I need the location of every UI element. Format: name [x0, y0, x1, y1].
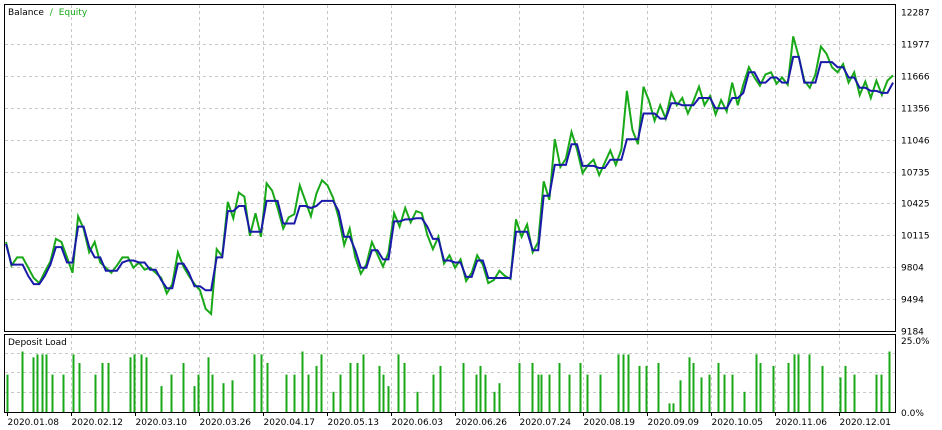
x-tick-label: 2020.03.26: [200, 418, 252, 428]
load-ymax-label: 25.0%: [901, 337, 930, 347]
equity-line: [5, 36, 894, 317]
x-tick-label: 2020.12.01: [840, 418, 892, 428]
x-tick-label: 2020.04.17: [264, 418, 316, 428]
x-tick-label: 2020.06.26: [456, 418, 508, 428]
x-tick-label: 2020.02.12: [72, 418, 124, 428]
y-tick-label: 10735: [901, 169, 930, 179]
main-grid: [5, 5, 895, 331]
main-plot-frame: [4, 4, 896, 332]
x-axis-labels: 2020.01.08 2020.02.12 2020.03.10 2020.03.26…: [7, 412, 892, 428]
legend-equity: Equity: [59, 8, 88, 18]
y-tick-label: 11356: [901, 105, 930, 115]
x-tick-label: 2020.07.24: [520, 418, 572, 428]
y-tick-label: 9184: [901, 328, 924, 338]
load-panel-title: Deposit Load: [8, 338, 67, 348]
y-tick-label: 12287: [901, 9, 930, 19]
y-tick-label: 9494: [901, 296, 924, 306]
deposit-load-bars: [6, 351, 891, 412]
legend-balance: Balance: [8, 8, 44, 18]
x-tick-label: 2020.10.05: [712, 418, 764, 428]
x-tick-label: 2020.01.08: [8, 418, 60, 428]
x-tick-label: 2020.08.19: [584, 418, 636, 428]
y-axis-labels: 12287 11977 11666 11356 11046 10735 10425 10115…: [901, 9, 930, 338]
y-tick-label: 9804: [901, 264, 924, 274]
x-tick-label: 2020.03.10: [136, 418, 188, 428]
legend-separator: /: [50, 8, 54, 18]
y-tick-label: 11666: [901, 73, 930, 83]
y-tick-label: 10425: [901, 200, 930, 210]
x-tick-label: 2020.05.13: [328, 418, 380, 428]
load-plot-frame: [4, 334, 896, 413]
y-tick-label: 11046: [901, 137, 930, 147]
x-tick-label: 2020.09.09: [648, 418, 700, 428]
load-ymin-label: 0.0%: [901, 409, 924, 419]
x-tick-label: 2020.11.06: [776, 418, 828, 428]
y-tick-label: 10115: [901, 232, 930, 242]
legend: Balance / Equity: [8, 8, 88, 18]
balance-line: [5, 55, 894, 292]
y-tick-label: 11977: [901, 41, 930, 51]
x-tick-label: 2020.06.03: [392, 418, 444, 428]
